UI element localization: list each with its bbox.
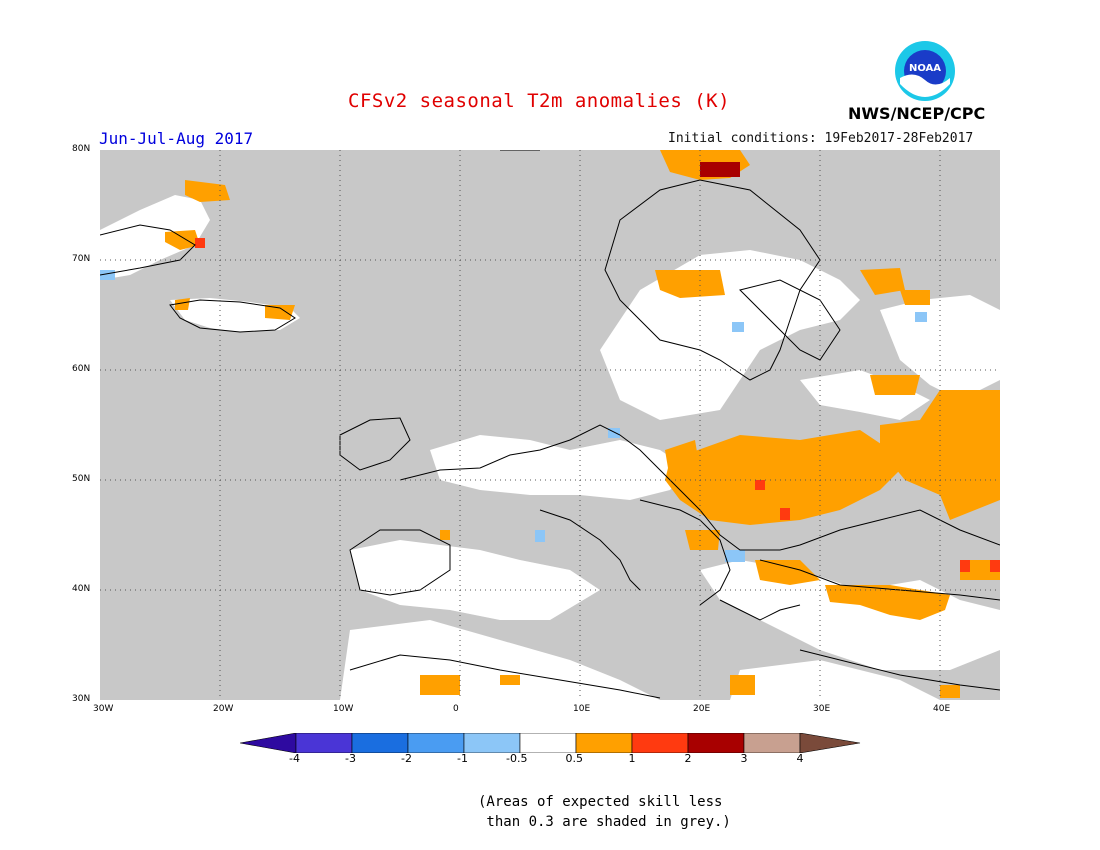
colorbar-label: 3 <box>740 752 748 765</box>
colorbar-swatch <box>687 733 745 753</box>
colorbar-label: -1 <box>457 752 468 765</box>
colorbar-label: -0.5 <box>506 752 528 765</box>
colorbar-swatch <box>463 733 521 753</box>
y-tick-label: 80N <box>72 144 91 154</box>
noaa-logo-icon: NOAA <box>895 41 955 101</box>
red-patches <box>195 162 1000 572</box>
x-tick-label: 20E <box>693 704 711 714</box>
colorbar-label: 4 <box>796 752 804 765</box>
agency-label: NWS/NCEP/CPC <box>848 104 986 123</box>
colorbar-swatch <box>575 733 633 753</box>
colorbar-swatch <box>631 733 689 753</box>
colorbar-label: 0.5 <box>565 752 584 765</box>
x-tick-label: 40E <box>933 704 951 714</box>
colorbar-swatch <box>799 733 861 753</box>
noaa-logo-text: NOAA <box>909 63 941 74</box>
colorbar-swatch <box>240 733 297 753</box>
y-tick-label: 30N <box>72 694 91 704</box>
orange-patches <box>165 150 1000 698</box>
anomaly-map <box>100 150 1000 700</box>
y-tick-label: 70N <box>72 254 91 264</box>
colorbar-swatch <box>519 733 577 753</box>
colorbar-swatch <box>743 733 801 753</box>
x-tick-label: 30E <box>813 704 831 714</box>
x-tick-label: 20W <box>213 704 234 714</box>
colorbar-label: -3 <box>345 752 356 765</box>
x-tick-label: 10W <box>333 704 354 714</box>
initial-conditions-label: Initial conditions: 19Feb2017-28Feb2017 <box>668 131 974 146</box>
map-title: CFSv2 seasonal T2m anomalies (K) <box>348 90 731 112</box>
colorbar-swatch <box>407 733 465 753</box>
y-tick-label: 50N <box>72 474 91 484</box>
colorbar-label: 1 <box>628 752 636 765</box>
x-tick-label: 0 <box>453 704 459 714</box>
map-grid <box>100 150 1000 700</box>
skill-note: (Areas of expected skill less than 0.3 a… <box>478 794 731 830</box>
colorbar-label: -2 <box>401 752 412 765</box>
x-tick-label: 30W <box>93 704 114 714</box>
y-tick-label: 40N <box>72 584 91 594</box>
colorbar-label: -4 <box>289 752 300 765</box>
colorbar-swatch <box>351 733 409 753</box>
colorbar-legend <box>240 733 861 753</box>
colorbar-label: 2 <box>684 752 692 765</box>
x-tick-label: 10E <box>573 704 591 714</box>
colorbar-swatch <box>295 733 353 753</box>
y-tick-label: 60N <box>72 364 91 374</box>
coastlines <box>100 150 1000 699</box>
season-label: Jun-Jul-Aug 2017 <box>99 129 254 148</box>
blue-patches <box>100 270 927 562</box>
